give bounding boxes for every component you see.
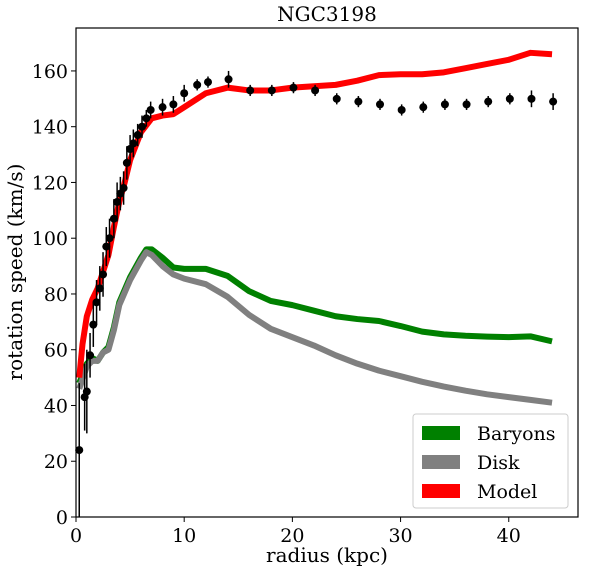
- data-point: [180, 89, 189, 98]
- plot-frame: [75, 27, 579, 518]
- data-point: [95, 284, 104, 293]
- y-tick-label: 20: [44, 451, 68, 473]
- data-point: [142, 114, 151, 123]
- y-tick-label: 160: [32, 61, 68, 83]
- data-point: [484, 97, 493, 106]
- y-axis-label: rotation speed (km/s): [3, 164, 27, 381]
- data-point: [82, 387, 91, 396]
- x-tick-label: 20: [280, 525, 304, 547]
- data-point: [169, 100, 178, 109]
- data-point: [419, 103, 428, 112]
- x-tick-label: 30: [388, 525, 412, 547]
- legend-swatch: [422, 455, 460, 469]
- data-point: [505, 94, 514, 103]
- data-point: [246, 86, 255, 95]
- data-point: [105, 234, 114, 243]
- legend-label: Disk: [477, 452, 520, 474]
- x-tick-label: 0: [70, 525, 82, 547]
- legend-swatch: [422, 484, 460, 498]
- x-axis-label: radius (kpc): [266, 543, 388, 567]
- y-tick-label: 140: [32, 117, 68, 139]
- y-tick-label: 120: [32, 172, 68, 194]
- data-point: [193, 80, 202, 89]
- y-tick-label: 0: [56, 507, 68, 529]
- x-tick-label: 10: [172, 525, 196, 547]
- data-point: [440, 100, 449, 109]
- legend-label: Model: [477, 481, 537, 503]
- data-point: [92, 298, 101, 307]
- data-point: [99, 270, 108, 279]
- data-point: [462, 100, 471, 109]
- y-tick-label: 80: [44, 284, 68, 306]
- data-point: [158, 103, 167, 112]
- series-line: [76, 246, 553, 385]
- data-point: [146, 105, 155, 114]
- data-point: [527, 94, 536, 103]
- data-point: [354, 97, 363, 106]
- y-tick-label: 100: [32, 228, 68, 250]
- data-point: [109, 214, 118, 223]
- series-line: [76, 49, 553, 378]
- data-point: [89, 320, 98, 329]
- legend-swatch: [422, 426, 460, 440]
- data-point: [376, 100, 385, 109]
- data-point: [133, 131, 142, 140]
- x-tick-label: 40: [497, 525, 521, 547]
- data-point: [332, 94, 341, 103]
- legend-label: Baryons: [477, 423, 556, 445]
- data-point: [122, 158, 131, 167]
- series-line: [76, 249, 553, 406]
- y-tick-label: 40: [44, 395, 68, 417]
- data-point: [311, 86, 320, 95]
- data-point: [267, 86, 276, 95]
- data-point: [137, 122, 146, 131]
- data-point: [86, 351, 95, 360]
- data-point: [224, 75, 233, 84]
- data-point: [129, 139, 138, 148]
- data-point: [113, 197, 122, 206]
- data-point: [203, 78, 212, 87]
- data-point: [119, 184, 128, 193]
- data-point: [102, 242, 111, 251]
- data-point: [397, 105, 406, 114]
- data-point: [549, 97, 558, 106]
- chart-title: NGC3198: [277, 2, 377, 26]
- data-point: [75, 446, 84, 455]
- data-point: [289, 83, 298, 92]
- y-tick-label: 60: [44, 340, 68, 362]
